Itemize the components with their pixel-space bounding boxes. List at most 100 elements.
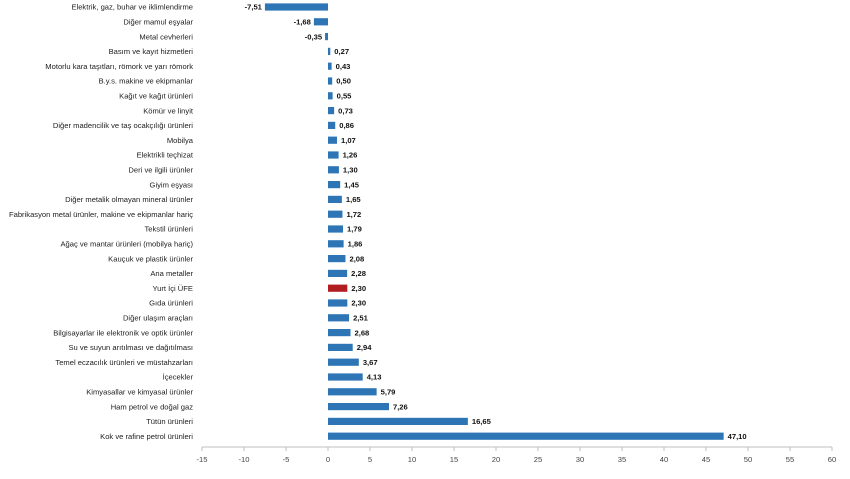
category-label-21: Diğer ulaşım araçları: [123, 314, 193, 323]
category-label-1: Diğer mamul eşyalar: [123, 18, 193, 27]
bar-2: [325, 33, 328, 41]
bar-14: [328, 210, 343, 218]
value-label-29: 47,10: [728, 432, 747, 441]
category-label-17: Kauçuk ve plastik ürünler: [108, 254, 193, 263]
bar-28: [328, 417, 468, 425]
x-tick-label-13: 50: [744, 455, 752, 464]
value-label-16: 1,86: [348, 240, 363, 249]
category-label-7: Kömür ve linyit: [143, 106, 194, 115]
value-label-24: 3,67: [363, 358, 378, 367]
bar-10: [328, 151, 339, 159]
value-label-26: 5,79: [381, 388, 396, 397]
bar-4: [328, 62, 332, 70]
value-label-13: 1,65: [346, 195, 362, 204]
value-label-1: -1,68: [294, 18, 311, 27]
bar-26: [328, 388, 377, 396]
category-label-13: Diğer metalik olmayan mineral ürünler: [65, 195, 193, 204]
value-label-6: 0,55: [337, 92, 353, 101]
category-label-28: Tütün ürünleri: [146, 417, 193, 426]
value-label-10: 1,26: [343, 151, 358, 160]
category-label-2: Metal cevherleri: [139, 32, 193, 41]
value-label-28: 16,65: [472, 417, 492, 426]
category-label-25: İçecekler: [163, 373, 194, 382]
bar-24: [328, 358, 359, 366]
bar-7: [328, 107, 335, 115]
value-label-23: 2,94: [357, 343, 373, 352]
category-label-4: Motorlu kara taşıtları, römork ve yarı r…: [45, 62, 193, 71]
value-label-19: 2,30: [351, 284, 366, 293]
bar-5: [328, 77, 333, 85]
bar-0: [264, 3, 328, 11]
category-labels-group: Elektrik, gaz, buhar ve iklimlendirme Diğ…: [9, 3, 194, 441]
category-label-5: B.y.s. makine ve ekipmanlar: [99, 77, 194, 86]
bar-6: [328, 92, 333, 100]
value-label-4: 0,43: [336, 62, 351, 71]
bar-11: [328, 166, 339, 174]
category-label-18: Ana metaller: [150, 269, 193, 278]
category-label-27: Ham petrol ve doğal gaz: [111, 402, 194, 411]
x-tick-label-15: 60: [828, 455, 836, 464]
value-label-3: 0,27: [334, 47, 349, 56]
category-label-23: Su ve suyun arıtılması ve dağıtılması: [68, 343, 193, 352]
bar-8: [328, 121, 336, 129]
value-label-25: 4,13: [367, 373, 382, 382]
value-label-22: 2,68: [355, 328, 370, 337]
x-tick-label-11: 40: [660, 455, 668, 464]
bar-25: [328, 373, 363, 381]
value-label-7: 0,73: [338, 106, 353, 115]
category-label-14: Fabrikasyon metal ürünler, makine ve eki…: [9, 210, 193, 219]
value-label-9: 1,07: [341, 136, 356, 145]
value-label-21: 2,51: [353, 314, 369, 323]
x-tick-label-3: 0: [326, 455, 330, 464]
category-label-9: Mobilya: [167, 136, 194, 145]
category-label-26: Kimyasallar ve kimyasal ürünler: [86, 388, 193, 397]
bar-3: [328, 47, 331, 55]
bar-22: [328, 329, 351, 337]
bars-group: [264, 3, 724, 440]
value-label-0: -7,51: [245, 3, 263, 12]
bar-21: [328, 314, 350, 322]
category-label-16: Ağaç ve mantar ürünleri (mobilya hariç): [60, 240, 193, 249]
category-label-11: Deri ve ilgili ürünler: [128, 166, 193, 175]
x-tick-label-4: 5: [368, 455, 372, 464]
x-tick-label-7: 20: [492, 455, 500, 464]
category-label-10: Elektrikli teçhizat: [136, 151, 193, 160]
value-label-27: 7,26: [393, 402, 408, 411]
category-label-29: Kok ve rafine petrol ürünleri: [100, 432, 193, 441]
x-axis-ticks-group: -15 -10 -5 0 5 10 15 20 25 30 35 40 45 50 55 60: [197, 447, 836, 464]
category-label-20: Gıda ürünleri: [149, 299, 193, 308]
x-tick-label-9: 30: [576, 455, 584, 464]
bar-20: [328, 299, 348, 307]
category-label-24: Temel eczacılık ürünleri ve müstahzarlar…: [55, 358, 193, 367]
x-tick-label-0: -15: [197, 455, 208, 464]
value-label-20: 2,30: [351, 299, 366, 308]
category-label-15: Tekstil ürünleri: [144, 225, 193, 234]
bar-19: [328, 284, 348, 292]
category-label-0: Elektrik, gaz, buhar ve iklimlendirme: [71, 3, 193, 12]
category-label-12: Giyim eşyası: [150, 180, 193, 189]
bar-1: [313, 18, 328, 26]
bar-29: [328, 432, 724, 440]
x-tick-label-10: 35: [618, 455, 626, 464]
value-label-18: 2,28: [351, 269, 366, 278]
category-label-19: Yurt İçi ÜFE: [152, 284, 193, 293]
x-tick-label-14: 55: [786, 455, 794, 464]
bar-23: [328, 343, 353, 351]
value-label-8: 0,86: [339, 121, 354, 130]
x-tick-label-5: 10: [408, 455, 416, 464]
value-labels-group: -7,51 -1,68 -0,35 0,27 0,43 0,50 0,55 0,73 0,86 1…: [245, 3, 747, 441]
category-label-6: Kağıt ve kağıt ürünleri: [119, 92, 193, 101]
category-label-8: Diğer madencilik ve taş ocakçılığı ürünl…: [53, 121, 193, 130]
bar-17: [328, 255, 346, 263]
value-label-2: -0,35: [305, 32, 323, 41]
value-label-12: 1,45: [344, 180, 360, 189]
category-label-22: Bilgisayarlar ile elektronik ve optik ür…: [53, 328, 193, 337]
x-tick-label-8: 25: [534, 455, 542, 464]
value-label-14: 1,72: [346, 210, 361, 219]
x-tick-label-12: 45: [702, 455, 710, 464]
bar-12: [328, 181, 341, 189]
bar-9: [328, 136, 337, 144]
bar-15: [328, 225, 344, 233]
x-tick-label-6: 15: [450, 455, 458, 464]
